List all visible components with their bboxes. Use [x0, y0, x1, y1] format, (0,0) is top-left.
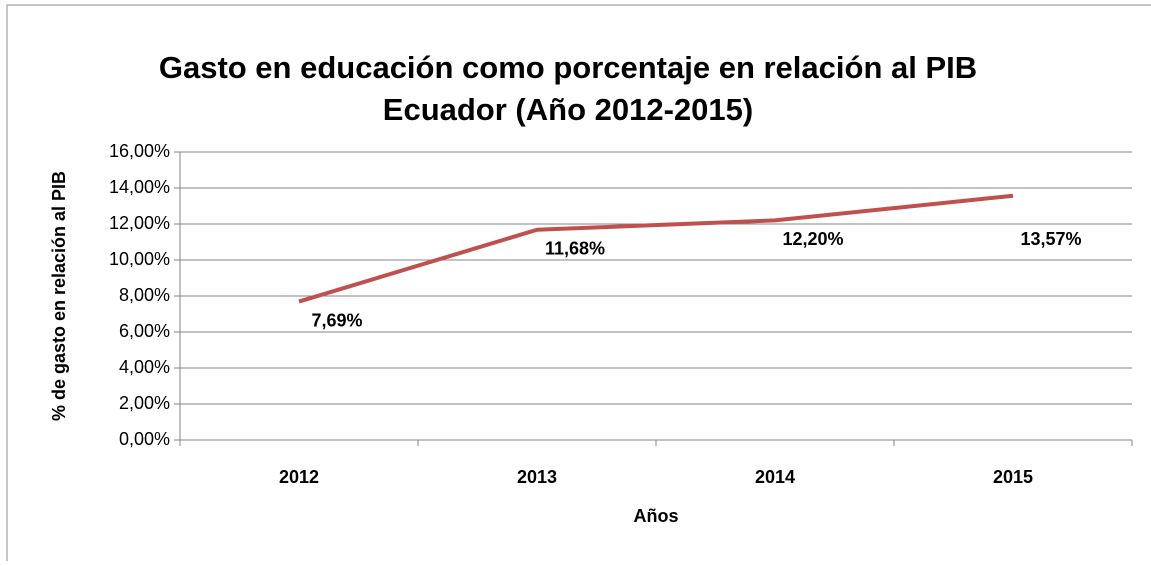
data-label: 13,57%: [1020, 229, 1081, 249]
x-axis-title: Años: [634, 506, 679, 526]
y-axis-title: % de gasto en relación al PIB: [49, 171, 69, 421]
y-tick-label: 14,00%: [109, 177, 170, 197]
y-tick-label: 6,00%: [119, 321, 170, 341]
y-tick-label: 16,00%: [109, 141, 170, 161]
data-label: 7,69%: [311, 310, 362, 330]
chart-frame: [6, 4, 1151, 566]
chart-subtitle: Ecuador (Año 2012-2015): [383, 92, 753, 127]
y-tick-label: 0,00%: [119, 429, 170, 449]
x-tick-label: 2012: [279, 467, 319, 487]
y-tick-label: 10,00%: [109, 249, 170, 269]
y-tick-label: 4,00%: [119, 357, 170, 377]
data-label: 11,68%: [545, 239, 605, 259]
chart-title: Gasto en educación como porcentaje en re…: [159, 50, 977, 85]
x-tick-label: 2015: [993, 467, 1033, 487]
y-tick-label: 2,00%: [119, 393, 170, 413]
data-label: 12,20%: [782, 229, 843, 249]
data-line: [298, 193, 1014, 304]
y-tick-label: 8,00%: [119, 285, 170, 305]
x-tick-label: 2014: [755, 467, 795, 487]
x-tick-label: 2013: [517, 467, 557, 487]
y-tick-label: 12,00%: [109, 213, 170, 233]
